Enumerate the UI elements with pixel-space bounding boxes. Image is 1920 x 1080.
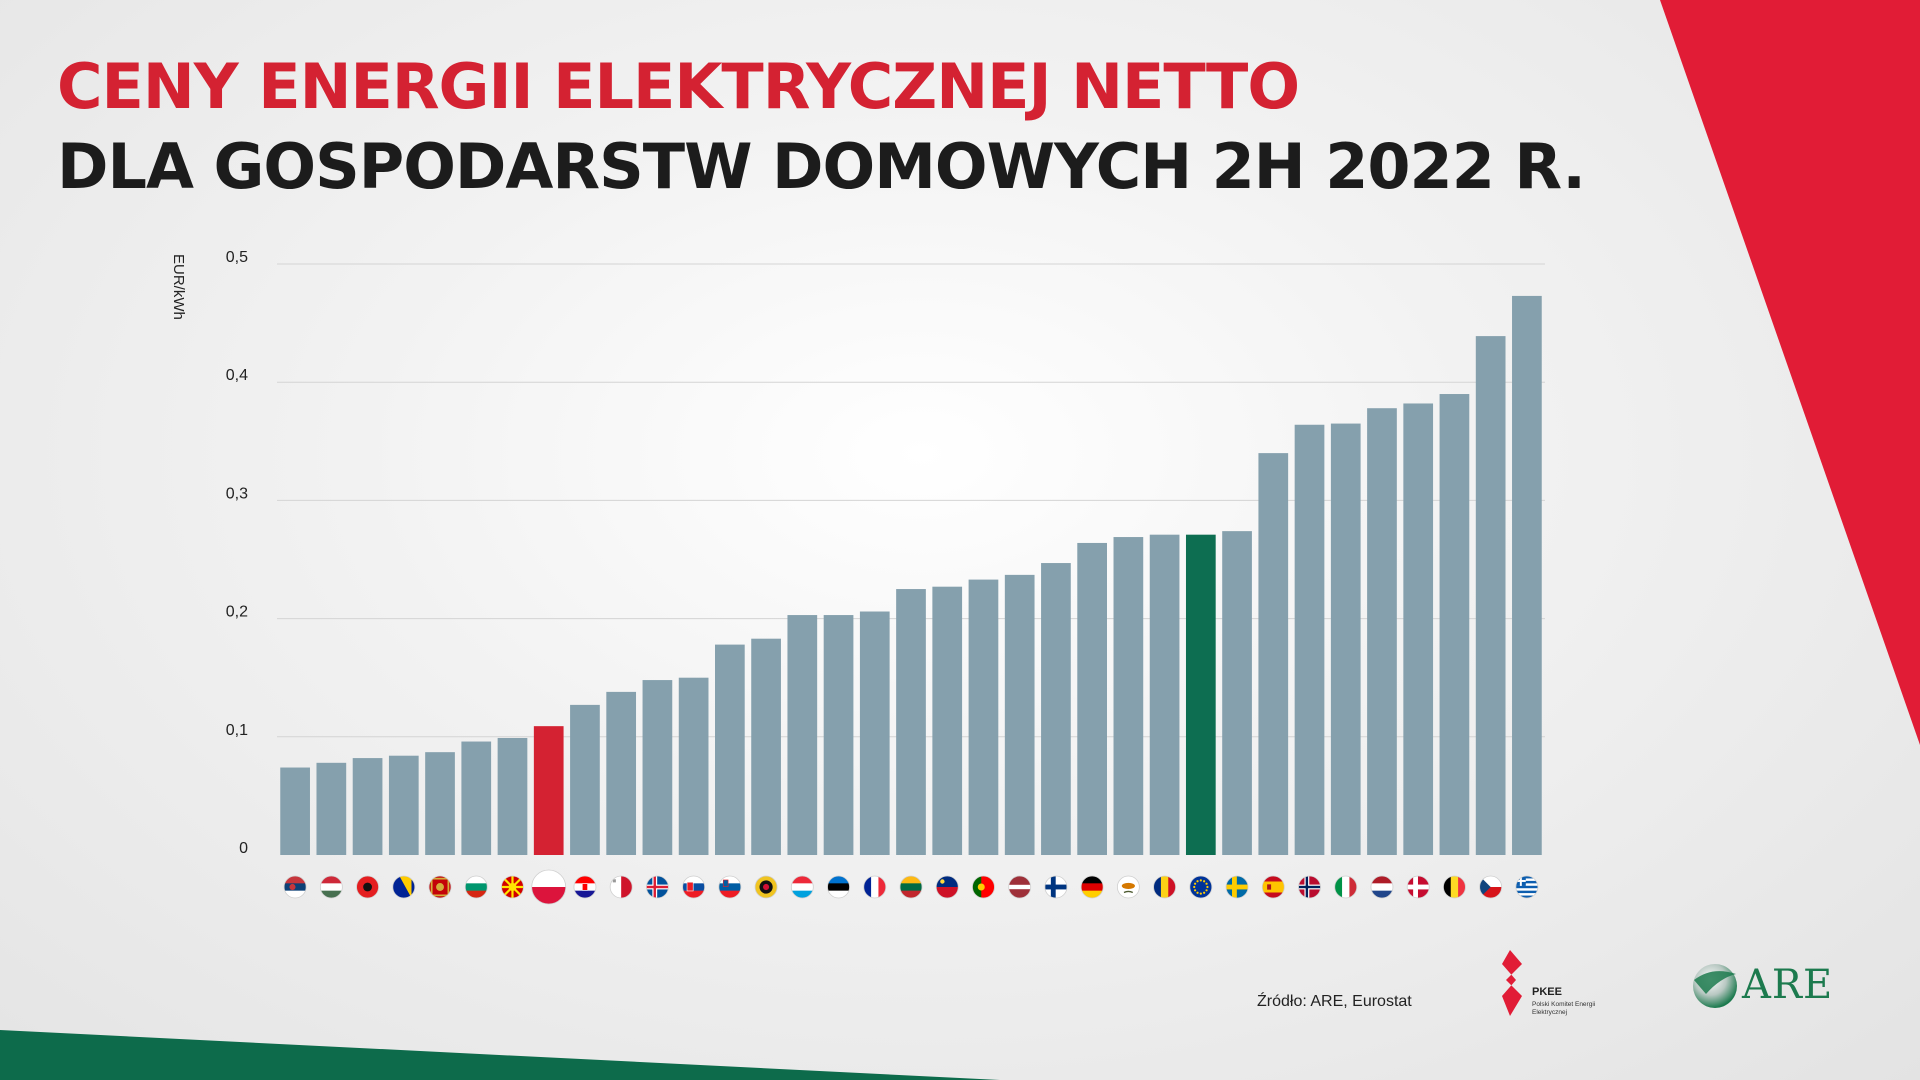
flag-croatia-icon (573, 875, 597, 899)
bar-pl (533, 726, 564, 855)
flag-sweden-icon (1225, 875, 1249, 899)
flag-czechia-icon (1479, 875, 1503, 899)
flag-greece-icon (1515, 875, 1539, 899)
bar-ro (1149, 534, 1180, 855)
bar-xk (751, 638, 781, 855)
flag-estonia-icon (827, 875, 850, 899)
flag-cyprus-icon (1116, 875, 1140, 899)
bar-ba (388, 755, 419, 855)
flag-poland-icon (531, 869, 567, 905)
bar-al (352, 758, 383, 855)
red-corner-band (1660, 0, 1920, 745)
bar-ee (823, 615, 854, 855)
y-axis-ticks: 0 0,1 0,2 0,3 0,4 0,5 (226, 249, 248, 857)
flag-iceland-icon (646, 875, 669, 899)
flag-portugal-icon (972, 875, 995, 899)
flag-kosovo-icon (754, 875, 778, 899)
bar-cy (1113, 537, 1144, 855)
flag-bulgaria-icon (464, 875, 488, 899)
bar-nl (1367, 408, 1397, 855)
are-globe-icon (1693, 964, 1737, 1008)
pkee-bolt-icon (1502, 950, 1522, 1016)
flag-albania-icon (356, 875, 379, 899)
flag-romania-icon (1153, 875, 1176, 899)
flag-malta-icon (609, 875, 633, 899)
flag-denmark-icon (1406, 875, 1430, 899)
source-note: Źródło: ARE, Eurostat (1257, 993, 1412, 1010)
title-line-1: CENY ENERGII ELEKTRYCZNEJ NETTO (57, 50, 1300, 123)
flag-norway-icon (1298, 875, 1321, 899)
y-tick-label: 0,4 (226, 367, 248, 384)
title-line-2: DLA GOSPODARSTW DOMOWYCH 2H 2022 R. (57, 130, 1586, 203)
flag-serbia-icon (283, 875, 307, 899)
bar-be (1439, 394, 1470, 855)
bar-se (1222, 531, 1252, 855)
pkee-full-name: Polski Komitet Energii Elektrycznej (1532, 1001, 1596, 1017)
are-logo: ARE (1692, 960, 1842, 1016)
flag-germany-icon (1080, 875, 1104, 899)
flag-eu-icon (1189, 875, 1213, 899)
bar-lv (1004, 574, 1035, 855)
bar-sk (678, 677, 709, 855)
bar-hr (570, 704, 600, 855)
y-tick-label: 0,2 (226, 604, 248, 621)
green-bottom-band (0, 1030, 1000, 1080)
flag-latvia-icon (1008, 875, 1032, 899)
bar-dk (1403, 403, 1434, 855)
bar-de (1077, 542, 1107, 855)
flag-netherlands-icon (1370, 875, 1394, 899)
flag-spain-icon (1261, 875, 1285, 899)
bar-lu (787, 615, 818, 855)
y-tick-label: 0 (239, 840, 248, 857)
bar-es (1258, 453, 1289, 855)
flag-montenegro-icon (428, 875, 452, 899)
pkee-logo: PKEE Polski Komitet Energii Elektrycznej (1500, 950, 1610, 1030)
bar-cz (1475, 336, 1506, 855)
bar-si (715, 644, 745, 855)
y-tick-label: 0,5 (226, 249, 248, 266)
bar-hu (316, 762, 347, 855)
y-tick-label: 0,1 (226, 722, 248, 739)
bar-is (642, 680, 673, 855)
flag-lithuania-icon (899, 875, 923, 899)
are-name: ARE (1742, 962, 1834, 1008)
bar-lt (896, 589, 926, 855)
bar-gr (1512, 295, 1542, 855)
bar-pt (968, 579, 999, 855)
bar-no (1294, 424, 1325, 855)
flag-north-macedonia-icon (501, 875, 524, 899)
flag-bosnia-icon (392, 875, 416, 899)
bar-it (1330, 423, 1361, 855)
bar-li (932, 586, 963, 855)
flag-finland-icon (1044, 875, 1068, 899)
flag-luxembourg-icon (790, 875, 814, 899)
bar-me (425, 752, 455, 855)
flag-france-icon (863, 875, 887, 899)
bar-rs (280, 767, 310, 855)
bar-mk (497, 737, 528, 855)
bar-bg (461, 741, 492, 855)
bars (280, 295, 1542, 855)
flag-slovakia-icon (682, 875, 706, 899)
flag-belgium-icon (1443, 875, 1466, 899)
y-tick-label: 0,3 (226, 485, 248, 502)
bar-eu (1185, 534, 1216, 855)
bar-fi (1041, 563, 1071, 855)
flag-slovenia-icon (718, 875, 742, 899)
bar-fr (859, 611, 890, 855)
y-axis-label: EUR/kWh (170, 254, 187, 320)
flag-hungary-icon (319, 875, 343, 899)
pkee-name: PKEE (1532, 986, 1562, 998)
bar-mt (606, 691, 637, 855)
country-flags (283, 869, 1539, 905)
flag-liechtenstein-icon (935, 875, 959, 899)
flag-italy-icon (1334, 875, 1358, 899)
